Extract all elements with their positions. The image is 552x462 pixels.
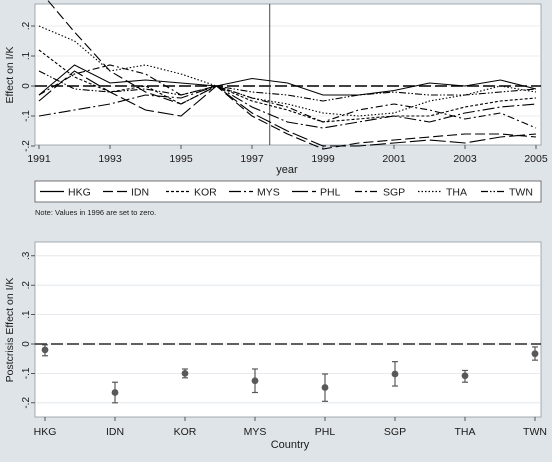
bottom-x-tick-label: PHL bbox=[315, 426, 336, 438]
bottom-y-axis-label: Postcrisis Effect on I/K bbox=[4, 278, 16, 383]
bottom-x-tick-label: SGP bbox=[384, 426, 406, 438]
estimate-point-phl bbox=[321, 384, 329, 391]
top-x-axis-label: year bbox=[276, 164, 298, 176]
bottom-x-tick-label: IDN bbox=[106, 426, 124, 438]
series-line-sgp bbox=[38, 64, 537, 129]
bottom-x-tick-label: MYS bbox=[244, 426, 267, 438]
series-line-tha bbox=[38, 25, 537, 117]
estimate-point-twn bbox=[531, 350, 539, 358]
series-line-twn bbox=[38, 70, 537, 102]
top-x-tick-label: 1995 bbox=[169, 153, 193, 165]
top-x-tick-label: 2005 bbox=[524, 153, 548, 165]
bottom-y-tick-label: -.2 bbox=[21, 397, 32, 409]
bottom-x-tick-label: KOR bbox=[174, 426, 197, 438]
top-x-tick-label: 1997 bbox=[240, 153, 264, 165]
legend-label-twn: TWN bbox=[509, 187, 533, 199]
bottom-x-tick-label: THA bbox=[455, 426, 476, 438]
legend: HKG IDN KOR MYS PHL SGP THA TWN bbox=[40, 187, 533, 199]
legend-label-idn: IDN bbox=[131, 187, 149, 199]
top-y-axis-label: Effect on I/K bbox=[4, 46, 16, 103]
legend-label-sgp: SGP bbox=[383, 187, 405, 199]
bottom-gridlines bbox=[35, 255, 541, 404]
bottom-estimates bbox=[41, 344, 539, 404]
top-y-tick-label: 0 bbox=[21, 83, 32, 89]
bottom-x-axis-ticks: HKG IDN KOR MYS PHL SGP THA TWN bbox=[34, 417, 547, 438]
bottom-y-tick-label: .3 bbox=[21, 251, 32, 260]
bottom-plot-area bbox=[34, 241, 542, 418]
estimate-point-mys bbox=[251, 377, 259, 385]
bottom-panel: .3 .2 .1 0 -.1 -.2 HKG IDN KOR MYS PHL SGP THA TWN P… bbox=[0, 231, 552, 462]
top-x-tick-label: 1993 bbox=[98, 153, 122, 165]
legend-label-phl: PHL bbox=[320, 187, 341, 199]
bottom-y-tick-label: 0 bbox=[21, 341, 32, 347]
bottom-y-tick-label: -.1 bbox=[21, 367, 32, 379]
legend-label-mys: MYS bbox=[257, 187, 280, 199]
top-x-tick-label: 2003 bbox=[453, 153, 477, 165]
estimate-point-idn bbox=[111, 389, 119, 396]
top-y-tick-label: -.1 bbox=[21, 110, 32, 122]
bottom-y-tick-label: .1 bbox=[21, 310, 32, 319]
top-plot-area bbox=[34, 3, 542, 146]
chart-note: Note: Values in 1996 are set to zero. bbox=[35, 208, 156, 217]
legend-label-kor: KOR bbox=[194, 187, 217, 199]
bottom-x-tick-label: TWN bbox=[523, 426, 547, 438]
top-y-tick-label: .1 bbox=[21, 51, 32, 60]
top-x-tick-label: 1991 bbox=[27, 153, 51, 165]
series-line-kor bbox=[38, 49, 537, 123]
series-line-hkg bbox=[38, 64, 537, 96]
bottom-x-tick-label: HKG bbox=[34, 426, 57, 438]
legend-box bbox=[34, 180, 542, 203]
estimate-point-sgp bbox=[391, 370, 399, 378]
top-y-tick-label: -.2 bbox=[21, 140, 32, 152]
bottom-y-axis-ticks: .3 .2 .1 0 -.1 -.2 bbox=[21, 251, 35, 409]
top-series-lines bbox=[38, 0, 537, 150]
bottom-x-axis-label: Country bbox=[271, 439, 310, 451]
series-line-phl bbox=[38, 70, 537, 147]
top-x-tick-label: 2001 bbox=[382, 153, 406, 165]
top-x-axis-ticks: 1991 1993 1995 1997 1999 2001 2003 2005 bbox=[27, 145, 548, 165]
top-y-tick-label: .2 bbox=[21, 21, 32, 30]
legend-label-hkg: HKG bbox=[68, 187, 91, 199]
legend-label-tha: THA bbox=[446, 187, 467, 199]
top-x-tick-label: 1999 bbox=[311, 153, 335, 165]
estimate-point-kor bbox=[181, 370, 189, 377]
bottom-y-tick-label: .2 bbox=[21, 281, 32, 290]
top-panel: .3.2.10-.1-.2 19911993199519971999200120… bbox=[0, 0, 552, 228]
top-y-axis-ticks: .3.2.10-.1-.2 bbox=[21, 0, 35, 152]
series-line-idn bbox=[46, 0, 537, 150]
estimate-point-tha bbox=[461, 372, 469, 380]
estimate-point-hkg bbox=[41, 346, 49, 354]
